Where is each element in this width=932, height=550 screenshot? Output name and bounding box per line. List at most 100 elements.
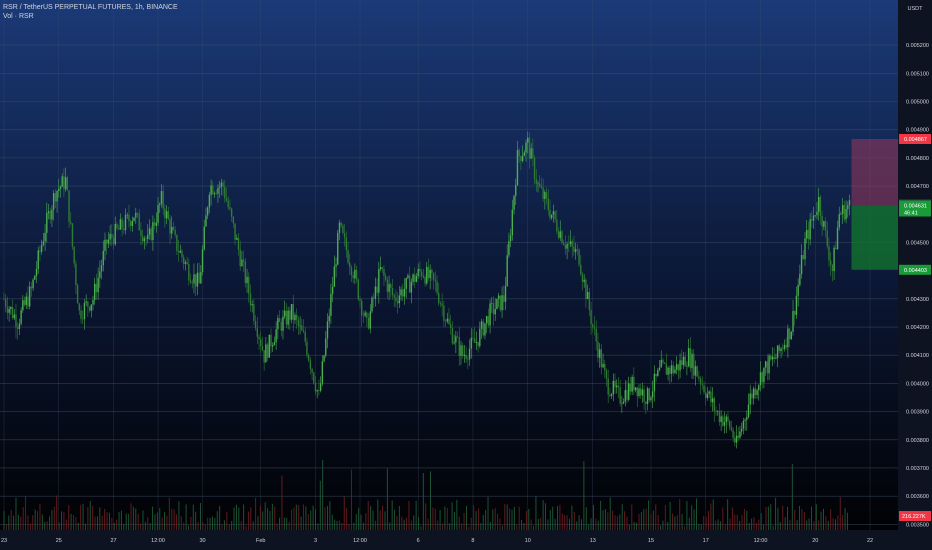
candle-body (117, 228, 120, 230)
volume-bar (238, 507, 240, 530)
candle-body (424, 277, 426, 284)
candle-body (460, 345, 462, 357)
volume-bar (808, 518, 810, 530)
volume-bar (422, 473, 424, 530)
candle-body (174, 229, 176, 235)
time-axis[interactable]: 23 25 27 12:00 30 Feb 3 12:00 6 8 10 13 15 17 12:00 20 2… (0, 530, 898, 550)
volume-bar (281, 475, 283, 530)
price-axis[interactable]: USDT 0.005200 0.005100 0.005000 0.004900 0.00… (898, 0, 932, 550)
volume-bar (391, 500, 393, 530)
volume-bar (161, 517, 163, 530)
volume-bar (525, 510, 527, 530)
candle-body (155, 222, 158, 226)
volume-bar (300, 516, 302, 530)
candle-body (51, 209, 53, 220)
volume-bar (398, 505, 400, 530)
y-tick-label: 0.003500 (906, 522, 929, 528)
candle-body (152, 222, 154, 241)
candle-body (138, 213, 140, 231)
volume-bar (842, 514, 844, 530)
candle-body (11, 306, 14, 319)
volume-bar (719, 521, 721, 530)
volume-bar (168, 497, 170, 530)
volume-bar (250, 507, 252, 530)
candle-body (251, 304, 253, 306)
candle-body (778, 345, 781, 352)
candle-body (580, 264, 582, 275)
candle-body (273, 342, 276, 346)
candle-body (388, 284, 390, 292)
candle-body (600, 349, 603, 368)
volume-bar (370, 505, 372, 530)
volume-bar (17, 514, 19, 530)
volume-bar (372, 510, 374, 530)
candle-body (107, 239, 110, 244)
candle-body (49, 211, 51, 220)
candle-body (362, 315, 365, 317)
volume-bar (178, 501, 180, 530)
candle-body (25, 296, 27, 305)
candle-body (376, 286, 378, 293)
volume-bar (437, 520, 439, 530)
candle-body (473, 338, 476, 343)
candle-body (663, 362, 666, 364)
volume-bar (305, 506, 307, 530)
candle-body (316, 390, 318, 392)
candle-body (527, 137, 529, 143)
candle-body (814, 215, 816, 216)
candle-body (189, 280, 192, 283)
volume-bar (712, 499, 714, 530)
volume-bar (734, 514, 736, 530)
volume-bar (573, 511, 575, 530)
volume-bar (717, 519, 719, 530)
candle-body (525, 142, 527, 153)
candle-body (766, 361, 769, 374)
candle-body (552, 211, 555, 215)
candle-body (58, 188, 60, 191)
volume-bar (295, 504, 297, 530)
volume-bar (667, 521, 669, 530)
symbol-title[interactable]: RSR / TetherUS PERPETUAL FUTURES, 1h, BI… (3, 4, 178, 11)
candle-body (186, 262, 188, 264)
volume-bar (70, 513, 72, 530)
candle-body (496, 298, 498, 310)
volume-bar (226, 511, 228, 530)
candle-body (754, 388, 757, 396)
candle-body (361, 300, 363, 316)
candle-body (34, 275, 36, 280)
volume-bar (710, 503, 712, 530)
candle-body (843, 204, 846, 220)
volume-bar (298, 505, 300, 530)
candle-body (831, 264, 834, 272)
candle-body (764, 361, 767, 368)
candle-body (463, 354, 466, 357)
volume-bar (65, 519, 67, 530)
candle-body (718, 411, 721, 422)
volume-bar (499, 518, 501, 530)
candle-body (684, 356, 686, 367)
candle-body (94, 283, 96, 301)
volume-indicator-label[interactable]: Vol · RSR (3, 13, 34, 20)
candle-body (164, 208, 166, 219)
stop-price-tag-bg (899, 133, 931, 144)
volume-bar (255, 497, 257, 530)
volume-bar (818, 520, 820, 530)
candle-body (256, 328, 259, 337)
volume-bar (578, 515, 580, 530)
candle-body (145, 238, 147, 240)
candle-body (217, 187, 219, 194)
candle-body (177, 251, 180, 253)
candle-body (739, 431, 741, 438)
candle-body (669, 367, 671, 374)
x-tick-label: Feb (256, 538, 265, 544)
candle-body (47, 211, 50, 214)
x-tick-label: 27 (110, 538, 116, 544)
candle-body (128, 214, 130, 222)
volume-bar (751, 518, 753, 530)
candle-body (249, 293, 252, 306)
candle-body (550, 214, 553, 218)
volume-bar (374, 520, 376, 530)
volume-bar (784, 517, 786, 530)
